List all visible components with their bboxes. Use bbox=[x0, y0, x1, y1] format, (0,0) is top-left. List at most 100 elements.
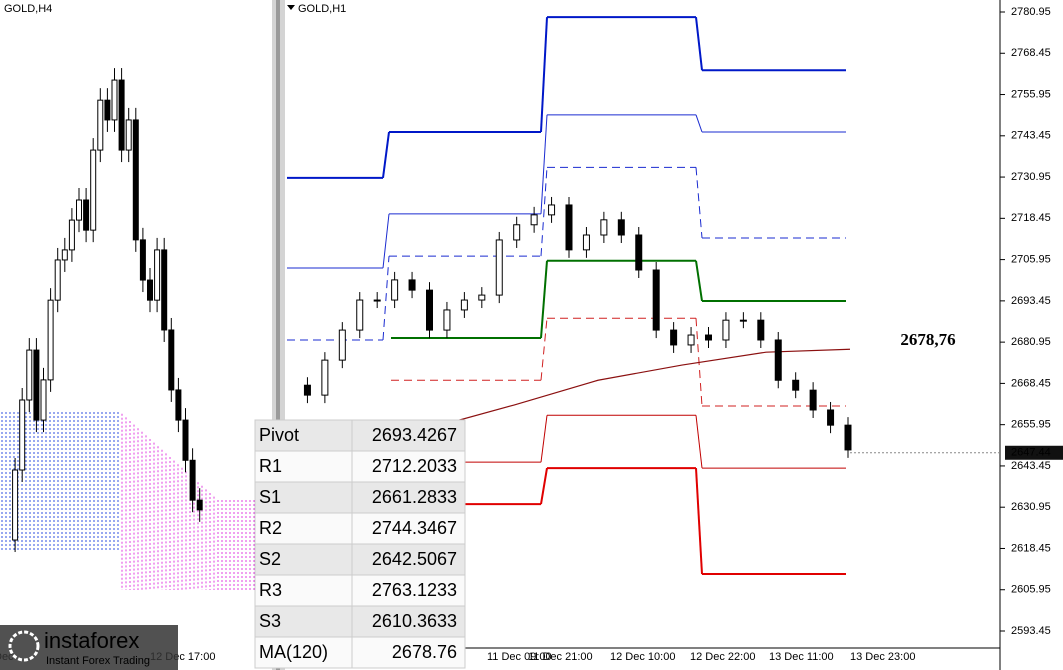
table-value: 2693.4267 bbox=[372, 425, 457, 445]
candle bbox=[154, 249, 161, 301]
level-step bbox=[382, 213, 390, 269]
candle bbox=[565, 204, 573, 251]
level-step bbox=[540, 114, 548, 214]
candle bbox=[26, 349, 33, 401]
level-step bbox=[540, 167, 548, 257]
y-tick-label: 2605.95 bbox=[1011, 584, 1051, 596]
table-value: 2712.2033 bbox=[372, 456, 457, 476]
table-label: R3 bbox=[259, 580, 282, 600]
level-step bbox=[540, 467, 548, 505]
candle bbox=[118, 79, 125, 151]
candle bbox=[600, 219, 608, 236]
candle bbox=[617, 219, 625, 236]
candle bbox=[139, 239, 146, 281]
level-step bbox=[382, 256, 390, 341]
candle bbox=[844, 424, 852, 451]
level-step bbox=[540, 415, 548, 463]
x-tick-label: 11 Dec 21:00 bbox=[528, 651, 593, 663]
level-step bbox=[695, 167, 703, 239]
table-row bbox=[254, 636, 466, 669]
y-tick-label: 2618.45 bbox=[1011, 542, 1051, 554]
level-step bbox=[540, 318, 548, 381]
table-label: S2 bbox=[259, 549, 281, 569]
y-tick-label: 2643.45 bbox=[1011, 460, 1051, 472]
candle bbox=[168, 329, 175, 391]
candle bbox=[635, 234, 643, 271]
candle bbox=[548, 204, 556, 216]
y-tick-label: 2768.45 bbox=[1011, 47, 1051, 59]
level-step bbox=[382, 131, 390, 179]
table-row bbox=[254, 512, 466, 545]
x-tick-label: 11 Dec 09:00 bbox=[487, 651, 552, 663]
candle bbox=[774, 339, 782, 381]
candle bbox=[739, 319, 747, 322]
x-tick-label: 12 Dec 22:00 bbox=[690, 651, 755, 663]
candle bbox=[97, 99, 104, 151]
y-tick-label: 2755.95 bbox=[1011, 88, 1051, 100]
candle bbox=[161, 249, 168, 331]
level-step bbox=[695, 260, 703, 302]
candle bbox=[196, 499, 203, 511]
right-title: GOLD,H1 bbox=[298, 3, 346, 15]
logo-tagline: Instant Forex Trading bbox=[46, 655, 150, 667]
table-value: 2744.3467 bbox=[372, 518, 457, 538]
candle bbox=[408, 279, 416, 291]
candle bbox=[125, 119, 132, 151]
candle bbox=[460, 299, 468, 311]
x-tick-label: 13 Dec 23:00 bbox=[850, 651, 915, 663]
candle bbox=[670, 329, 678, 346]
table-label: S1 bbox=[259, 487, 281, 507]
table-row bbox=[254, 450, 466, 483]
table-value: 2678.76 bbox=[392, 642, 457, 662]
y-tick-label: 2705.95 bbox=[1011, 254, 1051, 266]
table-row bbox=[254, 481, 466, 514]
candle bbox=[175, 389, 182, 421]
last-price-label: 2647.44 bbox=[1011, 447, 1051, 459]
table-value: 2642.5067 bbox=[372, 549, 457, 569]
candle bbox=[104, 99, 111, 121]
candle bbox=[722, 319, 730, 341]
logo-icon bbox=[8, 630, 40, 662]
table-row bbox=[254, 419, 466, 452]
y-tick-label: 2630.95 bbox=[1011, 501, 1051, 513]
level-step bbox=[540, 260, 548, 339]
level-step bbox=[695, 415, 703, 469]
logo-name: instaforex bbox=[44, 628, 139, 653]
candle bbox=[182, 419, 189, 461]
table-value: 2661.2833 bbox=[372, 487, 457, 507]
candle bbox=[792, 379, 800, 391]
candle bbox=[40, 379, 47, 421]
table-label: MA(120) bbox=[259, 642, 328, 662]
level-step bbox=[540, 17, 548, 133]
y-tick-label: 2655.95 bbox=[1011, 419, 1051, 431]
candle bbox=[443, 309, 451, 331]
candle bbox=[90, 149, 97, 231]
candle bbox=[757, 319, 765, 341]
candle bbox=[513, 224, 521, 241]
candle bbox=[373, 299, 381, 302]
candle bbox=[12, 469, 19, 541]
candle bbox=[111, 79, 118, 121]
last-price-box bbox=[1005, 445, 1063, 460]
ma-annotation: 2678,76 bbox=[900, 330, 955, 349]
table-label: R2 bbox=[259, 518, 282, 538]
candle bbox=[809, 389, 817, 411]
x-tick-label: 12 Dec 10:00 bbox=[610, 651, 675, 663]
candle bbox=[705, 334, 712, 341]
candle bbox=[132, 119, 139, 241]
level-step bbox=[695, 468, 703, 575]
candle bbox=[478, 294, 486, 301]
table-value: 2763.1233 bbox=[372, 580, 457, 600]
y-tick-label: 2718.45 bbox=[1011, 212, 1051, 224]
candle bbox=[47, 299, 54, 381]
candle bbox=[147, 279, 153, 301]
table-label: S3 bbox=[259, 611, 281, 631]
table-label: Pivot bbox=[259, 425, 299, 445]
candle bbox=[83, 199, 90, 231]
x-tick-label: 13 Dec 11:00 bbox=[769, 651, 834, 663]
title-arrow bbox=[287, 5, 295, 10]
y-tick-label: 2593.45 bbox=[1011, 625, 1051, 637]
left-title: GOLD,H4 bbox=[4, 3, 52, 15]
level-step bbox=[695, 17, 703, 71]
